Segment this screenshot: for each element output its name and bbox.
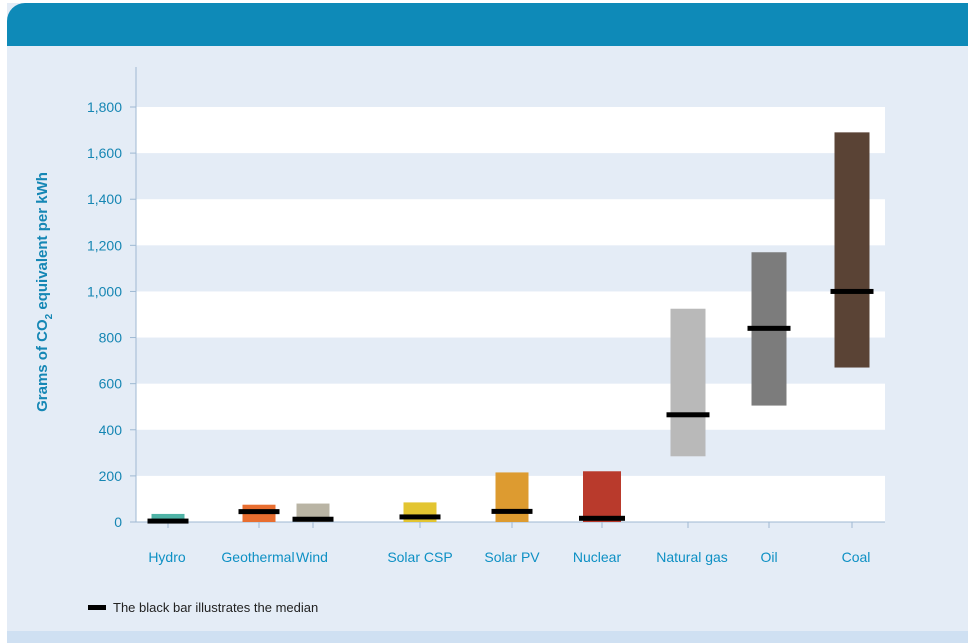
- range-bars: [151, 132, 870, 522]
- median-marker: [666, 412, 710, 418]
- category-label: Natural gas: [656, 549, 728, 565]
- y-tick-label: 600: [99, 376, 123, 392]
- category-label: Wind: [296, 549, 328, 565]
- grid-band: [136, 199, 885, 246]
- y-tick-label: 200: [99, 468, 123, 484]
- median-marker: [292, 516, 334, 522]
- chart-panel: 0 200 400 600 800 1,000 1,200 1,400 1,600 1,800 H…: [7, 3, 968, 643]
- median-marker: [747, 325, 791, 331]
- category-label: Oil: [760, 549, 777, 565]
- category-label: Hydro: [148, 549, 186, 565]
- y-axis-ticks: 0 200 400 600 800 1,000 1,200 1,400 1,600 1,800: [87, 99, 136, 530]
- category-label: Nuclear: [573, 549, 622, 565]
- y-tick-label: 800: [99, 330, 123, 346]
- category-label: Solar CSP: [387, 549, 452, 565]
- range-bar: [495, 472, 529, 522]
- range-bar: [583, 471, 621, 522]
- median-marker: [238, 509, 280, 515]
- y-tick-label: 0: [114, 514, 122, 530]
- category-label: Solar PV: [484, 549, 540, 565]
- median-marker: [579, 515, 625, 521]
- range-bar: [834, 132, 870, 368]
- range-bar: [670, 308, 706, 457]
- chart-svg: 0 200 400 600 800 1,000 1,200 1,400 1,600 1,800 H…: [34, 67, 885, 615]
- footer-band: [7, 631, 968, 643]
- range-bar: [151, 513, 185, 522]
- category-label: Coal: [842, 549, 871, 565]
- median-marker: [147, 518, 189, 524]
- legend-text: The black bar illustrates the median: [113, 600, 318, 615]
- median-marker: [491, 508, 533, 514]
- median-markers: [147, 288, 874, 524]
- y-tick-label: 1,000: [87, 283, 122, 299]
- y-tick-label: 1,800: [87, 99, 122, 115]
- y-tick-label: 1,400: [87, 191, 122, 207]
- legend-swatch: [88, 605, 106, 610]
- y-tick-label: 400: [99, 422, 123, 438]
- y-tick-label: 1,600: [87, 145, 122, 161]
- grid-band: [136, 107, 885, 154]
- header-band: [7, 3, 968, 46]
- category-label: Geothermal: [221, 549, 294, 565]
- x-axis-ticks: Hydro Geothermal Wind Solar CSP Solar PV Nucl…: [148, 522, 870, 565]
- median-marker: [399, 514, 441, 520]
- median-marker: [830, 288, 874, 294]
- y-axis-title: Grams of CO2 equivalent per kWh: [34, 172, 55, 412]
- y-tick-label: 1,200: [87, 237, 122, 253]
